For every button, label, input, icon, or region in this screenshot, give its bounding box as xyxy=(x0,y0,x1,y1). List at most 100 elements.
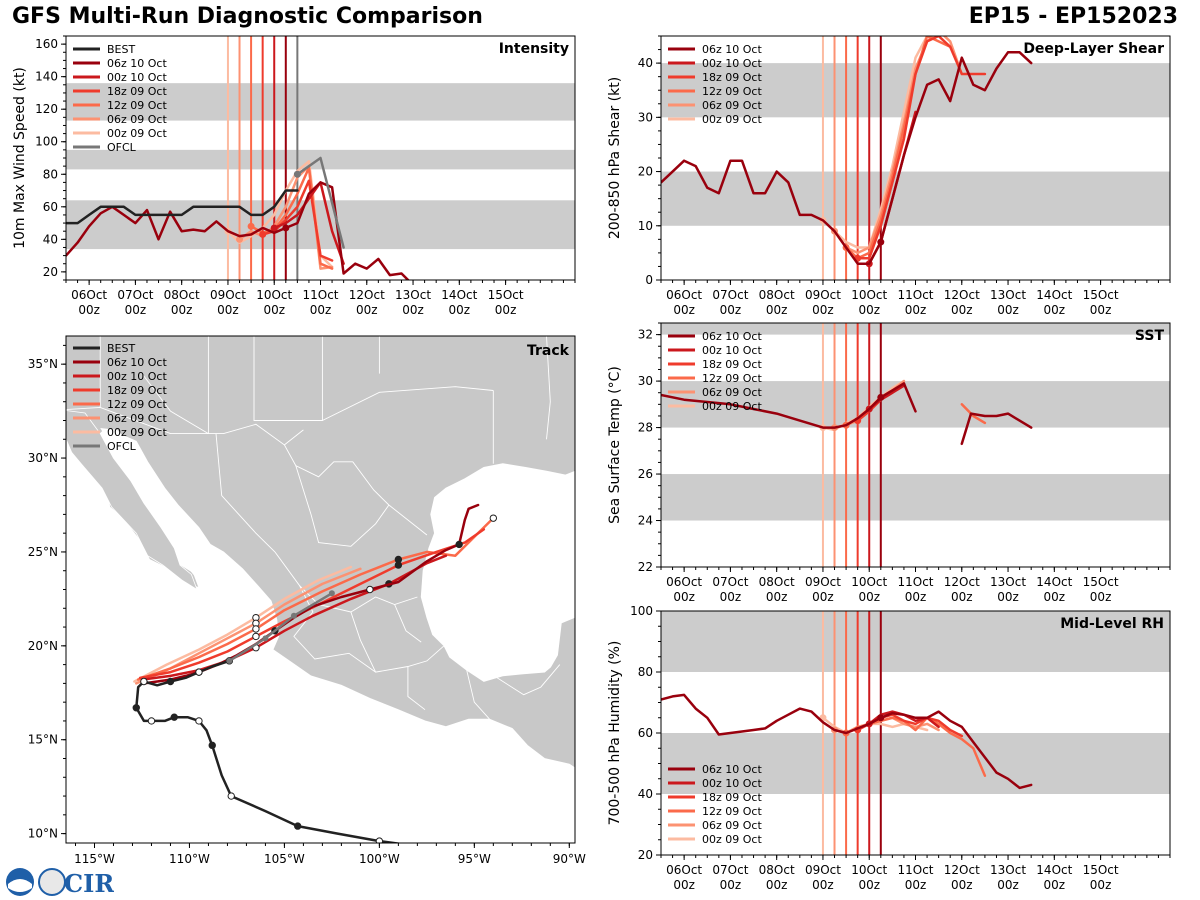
rh-init-marker xyxy=(877,714,885,722)
sst-series-line xyxy=(960,412,1033,446)
rh-legend-label: 06z 09 Oct xyxy=(702,819,762,832)
shear-band xyxy=(661,171,1170,226)
track-position-marker xyxy=(252,625,260,633)
shear-xtick-label: 00z xyxy=(905,303,927,317)
shear-xtick-label: 15Oct xyxy=(1083,288,1119,302)
track-ytick-label: 30°N xyxy=(28,451,58,465)
shear-xtick-label: 14Oct xyxy=(1036,288,1072,302)
shear-xtick-label: 11Oct xyxy=(897,288,933,302)
shear-ytick-label: 30 xyxy=(638,110,653,124)
shear-xtick-label: 08Oct xyxy=(759,288,795,302)
sst-xtick-label: 00z xyxy=(905,590,927,604)
best-track-marker xyxy=(132,704,140,712)
sst-title: SST xyxy=(1135,328,1165,344)
sst-init-marker xyxy=(877,393,885,401)
rh-ytick-label: 60 xyxy=(638,726,653,740)
political-border-line xyxy=(407,666,426,711)
track-legend-label: BEST xyxy=(107,342,135,355)
sst-legend-label: 06z 10 Oct xyxy=(702,330,762,343)
ofcl-track-marker xyxy=(262,635,269,642)
rh-legend-label: 06z 10 Oct xyxy=(702,763,762,776)
shear-xtick-label: 12Oct xyxy=(944,288,980,302)
shear-legend-label: 18z 09 Oct xyxy=(702,71,762,84)
intensity-xtick-label: 07Oct xyxy=(117,288,153,302)
intensity-panel: 2040608010012014016006Oct00z07Oct00z08Oc… xyxy=(12,35,576,317)
rh-ylabel: 700-500 hPa Humidity (%) xyxy=(607,641,623,826)
track-legend-label: 06z 09 Oct xyxy=(107,412,167,425)
shear-xtick-label: 00z xyxy=(812,303,834,317)
best-track-marker xyxy=(424,844,430,850)
rh-xtick-label: 00z xyxy=(720,878,742,892)
shear-xtick-label: 07Oct xyxy=(712,288,748,302)
sst-xtick-label: 10Oct xyxy=(851,575,887,589)
rh-xtick-label: 14Oct xyxy=(1036,863,1072,877)
political-border-line xyxy=(295,465,390,547)
cira-logo-text: CIRA xyxy=(64,869,114,898)
intensity-title: Intensity xyxy=(499,41,569,57)
track-legend-label: 18z 09 Oct xyxy=(107,384,167,397)
noaa-cira-logo: CIRA xyxy=(4,866,114,898)
sst-ytick-label: 26 xyxy=(638,467,653,481)
shear-xtick-label: 00z xyxy=(766,303,788,317)
rh-ytick-label: 100 xyxy=(630,604,653,618)
rh-legend-label: 00z 10 Oct xyxy=(702,777,762,790)
rh-xtick-label: 00z xyxy=(858,878,880,892)
track-xtick-label: 105°W xyxy=(264,852,305,866)
sst-band xyxy=(661,474,1170,521)
shear-ytick-label: 40 xyxy=(638,56,653,70)
best-track-marker xyxy=(208,741,216,750)
sst-xtick-label: 06Oct xyxy=(666,575,702,589)
intensity-legend-label: 00z 10 Oct xyxy=(107,71,167,84)
intensity-legend-label: BEST xyxy=(107,43,135,56)
shear-xtick-label: 10Oct xyxy=(851,288,887,302)
rh-xtick-label: 09Oct xyxy=(805,863,841,877)
rh-xtick-label: 00z xyxy=(905,878,927,892)
intensity-init-marker xyxy=(282,224,290,232)
track-xtick-label: 90°W xyxy=(553,852,586,866)
track-panel: 115°W 110°W 105°W 100°W 95°W 90°W 10°N 15°N 20°N… xyxy=(28,335,586,866)
rh-xtick-label: 10Oct xyxy=(851,863,887,877)
intensity-band xyxy=(66,83,575,121)
intensity-xtick-label: 00z xyxy=(171,303,193,317)
political-border-line xyxy=(496,664,561,696)
intensity-init-marker xyxy=(270,224,278,232)
track-ytick-label: 35°N xyxy=(28,357,58,371)
track-position-marker xyxy=(455,540,463,549)
best-track-marker xyxy=(375,837,384,843)
rh-band xyxy=(661,611,1170,672)
rh-plot-area xyxy=(661,611,1170,855)
track-ytick-label: 20°N xyxy=(28,639,58,653)
shear-xtick-label: 00z xyxy=(1090,303,1112,317)
political-border-line xyxy=(546,336,551,440)
track-ytick-label: 25°N xyxy=(28,545,58,559)
sst-xtick-label: 00z xyxy=(1044,590,1066,604)
best-track-marker xyxy=(227,792,235,800)
intensity-xtick-label: 13Oct xyxy=(395,288,431,302)
intensity-xtick-label: 06Oct xyxy=(71,288,107,302)
political-border-line xyxy=(350,611,377,673)
rh-series-line xyxy=(661,693,1033,790)
intensity-xtick-label: 00z xyxy=(495,303,517,317)
shear-ytick-label: 10 xyxy=(638,219,653,233)
intensity-xtick-label: 00z xyxy=(263,303,285,317)
best-track-marker xyxy=(294,822,302,830)
intensity-xtick-label: 00z xyxy=(125,303,147,317)
intensity-ytick-label: 80 xyxy=(43,167,58,181)
intensity-xtick-label: 11Oct xyxy=(302,288,338,302)
intensity-xtick-label: 00z xyxy=(402,303,424,317)
rh-xtick-label: 00z xyxy=(673,878,695,892)
sst-xtick-label: 00z xyxy=(1090,590,1112,604)
intensity-xtick-label: 12Oct xyxy=(349,288,385,302)
intensity-legend-label: 18z 09 Oct xyxy=(107,85,167,98)
sst-legend-label: 06z 09 Oct xyxy=(702,386,762,399)
rh-xtick-label: 13Oct xyxy=(990,863,1026,877)
track-xtick-label: 95°W xyxy=(458,852,491,866)
track-legend-label: OFCL xyxy=(107,440,137,453)
intensity-ofcl-line xyxy=(296,156,345,249)
political-border-line xyxy=(322,386,494,421)
rh-xtick-label: 00z xyxy=(812,878,834,892)
best-track-marker xyxy=(140,677,148,686)
sst-ytick-label: 32 xyxy=(638,328,653,342)
intensity-legend-label: 00z 09 Oct xyxy=(107,127,167,140)
